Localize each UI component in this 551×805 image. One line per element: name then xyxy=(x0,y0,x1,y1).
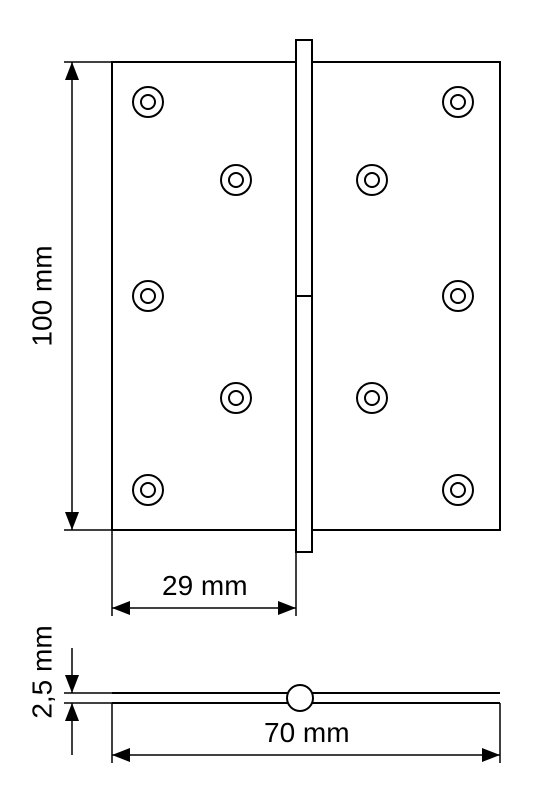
hinge-left-leaf xyxy=(112,62,296,530)
dim-full-width-label: 70 mm xyxy=(264,717,350,748)
dim-leaf-width-label: 29 mm xyxy=(162,570,248,601)
hinge-side-view xyxy=(112,685,500,711)
hinge-technical-drawing: 100 mm 29 mm 2,5 mm 70 mm xyxy=(0,0,551,805)
dim-thickness-label: 2,5 mm xyxy=(26,625,57,718)
hinge-pin-side xyxy=(287,685,313,711)
hinge-right-leaf xyxy=(308,62,500,530)
hinge-front-view xyxy=(112,40,500,552)
dim-height-label: 100 mm xyxy=(26,245,57,346)
